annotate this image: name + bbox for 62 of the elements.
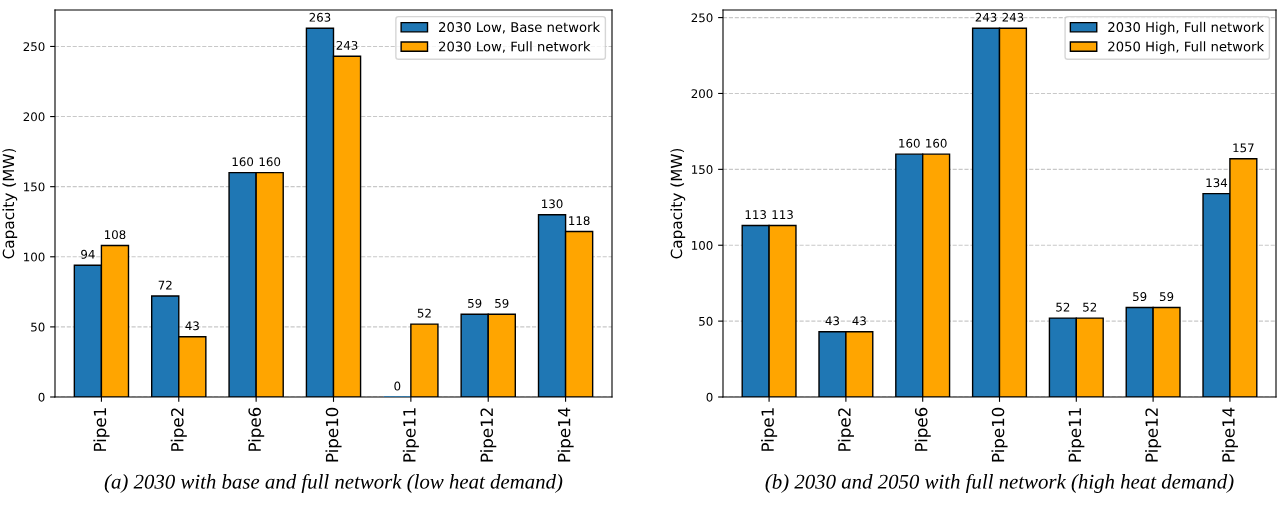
data-label: 108 — [104, 230, 126, 240]
x-tick-label: Pipe12 — [1145, 408, 1162, 462]
y-tick-label: 200 — [691, 89, 713, 99]
data-label: 263 — [309, 12, 331, 22]
data-label: 243 — [975, 12, 997, 22]
data-label: 72 — [158, 280, 172, 290]
y-tick-label: 250 — [23, 42, 45, 52]
data-label: 59 — [1159, 292, 1174, 301]
x-tick-label: Pipe2 — [170, 408, 187, 451]
x-tick-label: Pipe11 — [402, 408, 419, 462]
data-label: 118 — [569, 216, 590, 226]
data-label: 160 — [259, 157, 281, 167]
x-tick-label: Pipe1 — [93, 408, 110, 451]
data-label: 243 — [1002, 12, 1024, 22]
data-label: 113 — [772, 210, 793, 220]
y-tick-label: 250 — [691, 13, 713, 23]
x-tick-label: Pipe1 — [761, 408, 778, 451]
y-tick-label: 100 — [692, 240, 713, 250]
data-label: 160 — [926, 138, 947, 148]
x-tick-label: Pipe10 — [991, 407, 1008, 462]
x-tick-label: Pipe6 — [914, 407, 931, 451]
text: (b) 2030 and 2050 with full network (high heat demand) — [765, 473, 1234, 493]
legend-label: 2030 High, Full network — [1108, 21, 1265, 35]
data-label: 113 — [745, 210, 766, 220]
data-label: 52 — [1056, 302, 1070, 312]
y-tick-label: 200 — [23, 112, 45, 122]
x-tick-label: Pipe2 — [837, 408, 854, 451]
x-tick-label: Pipe12 — [480, 408, 497, 462]
data-label: 59 — [1133, 292, 1147, 301]
x-tick-label: Pipe14 — [1221, 407, 1238, 462]
data-label: 43 — [852, 316, 866, 326]
data-label: 43 — [825, 316, 840, 326]
legend-label: 2050 High, Full network — [1108, 41, 1265, 55]
data-label: 243 — [336, 40, 358, 50]
data-label: 59 — [495, 298, 509, 308]
data-label: 43 — [185, 321, 199, 331]
data-label: 59 — [468, 298, 482, 308]
y-tick-label: 50 — [699, 316, 713, 326]
y-tick-label: 100 — [24, 252, 45, 262]
x-tick-label: Pipe11 — [1068, 408, 1085, 462]
data-label: 130 — [542, 199, 563, 209]
data-label: 94 — [81, 249, 95, 259]
y-axis-title: Capacity (MW) — [2, 148, 18, 259]
data-label: 0 — [394, 381, 401, 391]
y-tick-label: 0 — [38, 392, 45, 402]
legend-label: 2030 Low, Base network — [439, 21, 601, 34]
x-tick-label: Pipe14 — [557, 407, 574, 462]
x-tick-label: Pipe10 — [325, 407, 342, 462]
x-tick-label: Pipe6 — [248, 407, 265, 451]
y-tick-label: 150 — [692, 165, 713, 175]
data-label: 157 — [1233, 143, 1254, 153]
data-label: 52 — [1083, 302, 1097, 312]
y-tick-label: 0 — [706, 392, 713, 402]
y-tick-label: 50 — [31, 322, 45, 332]
y-tick-label: 150 — [24, 182, 45, 192]
text: (a) 2030 with base and full network (low heat demand) — [104, 473, 563, 493]
legend-label: 2030 Low, Full network — [439, 41, 591, 53]
data-label: 160 — [232, 157, 254, 167]
data-label: 134 — [1206, 178, 1228, 188]
y-axis-title: Capacity (MW) — [670, 148, 686, 259]
data-label: 160 — [899, 138, 920, 148]
data-label: 52 — [417, 308, 431, 318]
